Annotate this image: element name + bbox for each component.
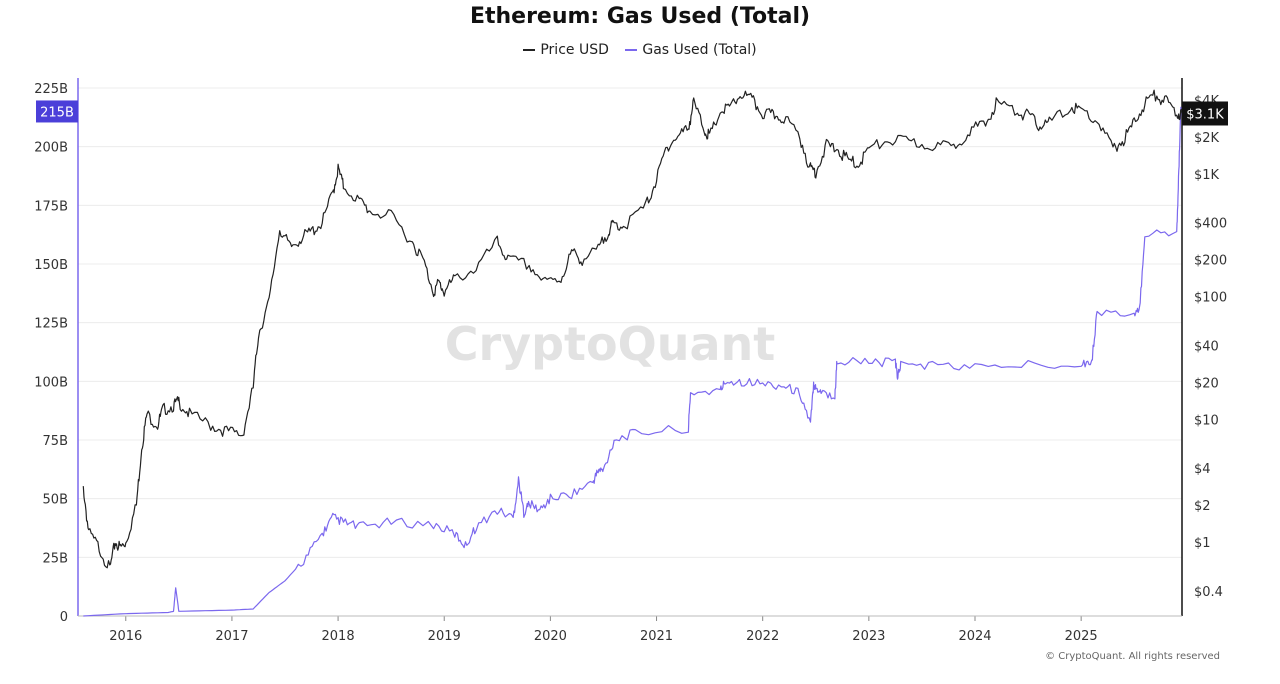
x-tick-label: 2019 — [428, 629, 461, 644]
y-right-tick-label: $400 — [1194, 217, 1227, 232]
y-right-tick-label: $2 — [1194, 499, 1211, 514]
x-tick-label: 2017 — [215, 629, 248, 644]
price-series-line — [82, 89, 1183, 569]
y-left-tick-label: 100B — [34, 375, 68, 390]
right-value-badge-bg — [1182, 101, 1228, 126]
y-right-tick-label: $20 — [1194, 376, 1219, 391]
x-tick-label: 2024 — [958, 629, 991, 644]
y-left-tick-label: 225B — [34, 82, 68, 97]
legend-label-price: Price USD — [540, 42, 609, 58]
y-left-tick-label: 50B — [43, 493, 68, 508]
y-right-tick-label: $100 — [1194, 291, 1227, 306]
watermark: CryptoQuant — [445, 317, 776, 371]
y-left-tick-label: 125B — [34, 317, 68, 332]
y-right-tick-label: $2K — [1194, 131, 1220, 146]
y-right-tick-label: $200 — [1194, 254, 1227, 269]
y-left-tick-label: 25B — [43, 551, 68, 566]
legend-swatch-price — [523, 49, 536, 51]
y-right-tick-label: $1K — [1194, 168, 1220, 183]
x-tick-label: 2016 — [109, 629, 142, 644]
right-value-badge: $3.1K — [1186, 107, 1224, 122]
y-left-tick-label: 75B — [43, 434, 68, 449]
y-left-tick-label: 150B — [34, 258, 68, 273]
y-left-tick-label: 0 — [60, 610, 68, 625]
y-right-tick-label: $4 — [1194, 462, 1211, 477]
y-right-tick-label: $1 — [1194, 536, 1211, 551]
y-right-tick-label: $10 — [1194, 413, 1219, 428]
chart-title: Ethereum: Gas Used (Total) — [469, 4, 811, 29]
x-tick-label: 2018 — [322, 629, 355, 644]
x-tick-label: 2020 — [534, 629, 567, 644]
x-tick-label: 2021 — [640, 629, 673, 644]
legend: Price USD Gas Used (Total) — [0, 42, 1280, 58]
legend-swatch-gas-used — [625, 49, 638, 51]
y-left-tick-label: 200B — [34, 141, 68, 156]
copyright-footer: © CryptoQuant. All rights reserved — [1045, 651, 1220, 662]
y-left-tick-label: 175B — [34, 199, 68, 214]
x-tick-label: 2022 — [746, 629, 779, 644]
left-value-badge-bg — [36, 100, 78, 123]
x-tick-label: 2025 — [1065, 629, 1098, 644]
y-right-tick-label: $0.4 — [1194, 585, 1223, 600]
legend-item-gas-used[interactable]: Gas Used (Total) — [625, 42, 757, 58]
x-tick-label: 2023 — [852, 629, 885, 644]
y-right-tick-label: $40 — [1194, 339, 1219, 354]
gas-used-series-line — [83, 106, 1182, 617]
legend-item-price[interactable]: Price USD — [523, 42, 609, 58]
left-value-badge: 215B — [40, 105, 74, 120]
legend-label-gas-used: Gas Used (Total) — [642, 42, 757, 58]
